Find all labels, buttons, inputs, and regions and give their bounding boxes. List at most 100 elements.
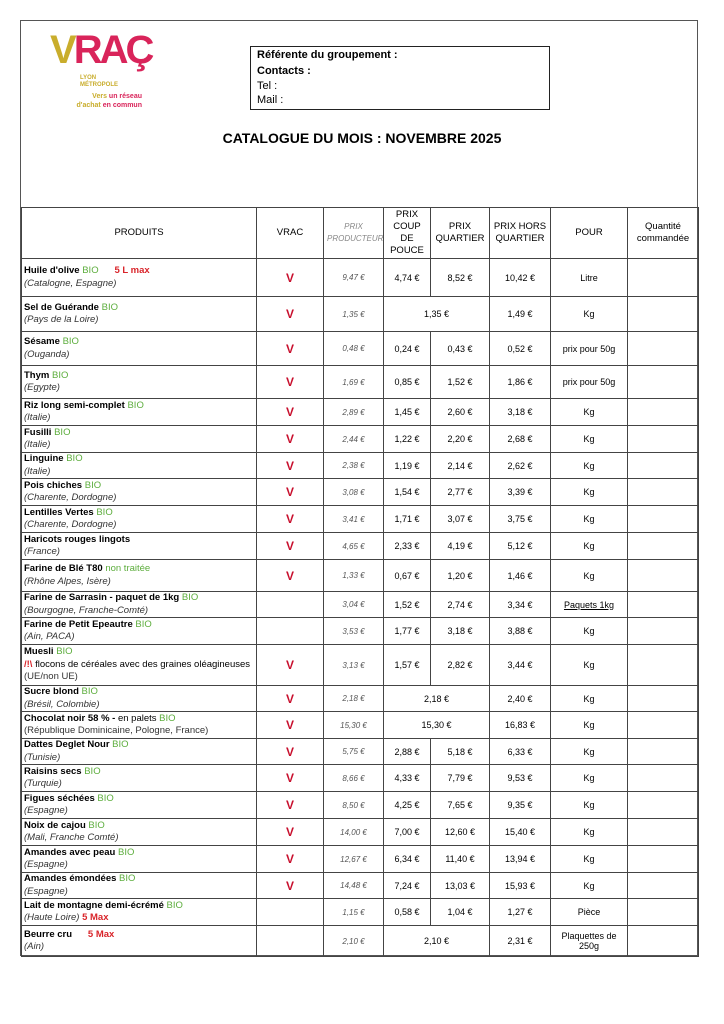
price-producteur: 15,30 €: [323, 711, 384, 739]
product-cell: Huile d'olive BIO 5 L max (Catalogne, Esp…: [21, 258, 257, 297]
price-quartier: 1,04 €: [430, 898, 490, 926]
quantity-input[interactable]: [627, 296, 699, 332]
product-cell: Haricots rouges lingots (France): [21, 532, 257, 560]
vrac-cell: V: [256, 764, 324, 792]
vrac-cell: V: [256, 644, 324, 686]
vrac-cell: V: [256, 818, 324, 846]
vrac-cell: V: [256, 452, 324, 479]
price-producteur: 5,75 €: [323, 738, 384, 765]
price-hors-quartier: 6,33 €: [489, 738, 551, 765]
price-producteur: 9,47 €: [323, 258, 384, 297]
bio-label: BIO: [51, 369, 69, 381]
product-name: Muesli: [24, 646, 54, 658]
unit-cell: Kg: [550, 685, 628, 712]
product-name: Fusilli: [24, 426, 52, 438]
product-name: Lait de montagne demi-écrémé: [24, 899, 164, 911]
table-row: Sucre blond BIO (Brésil, Colombie) V 2,18…: [21, 685, 699, 712]
price-hors-quartier: 3,18 €: [489, 398, 551, 426]
vrac-cell: V: [256, 845, 324, 873]
logo-tag: d'achat: [76, 102, 103, 109]
header-quartier: PRIX QUARTIER: [430, 207, 490, 259]
quantity-input[interactable]: [627, 898, 699, 926]
quantity-input[interactable]: [627, 559, 699, 592]
vrac-mark: V: [285, 825, 294, 839]
product-cell: Farine de Sarrasin - paquet de 1kg BIO (B…: [21, 591, 257, 618]
product-origin: (UE/non UE): [24, 671, 78, 683]
quantity-input[interactable]: [627, 478, 699, 506]
unit-cell: Plaquettes de 250g: [550, 925, 628, 957]
contact-box: Référente du groupement : Contacts : Tel…: [250, 46, 550, 110]
table-row: Pois chiches BIO (Charente, Dordogne) V 3…: [21, 478, 699, 506]
product-origin: (Italie): [24, 465, 51, 477]
quantity-input[interactable]: [627, 764, 699, 792]
quantity-input[interactable]: [627, 398, 699, 426]
quantity-input[interactable]: [627, 591, 699, 618]
price-hors-quartier: 10,42 €: [489, 258, 551, 297]
product-cell: Sucre blond BIO (Brésil, Colombie): [21, 685, 257, 712]
price-producteur: 3,08 €: [323, 478, 384, 506]
table-row: Huile d'olive BIO 5 L max (Catalogne, Esp…: [21, 258, 699, 297]
quantity-input[interactable]: [627, 331, 699, 366]
price-hors-quartier: 1,86 €: [489, 365, 551, 399]
price-coup-de-pouce: 7,00 €: [383, 818, 431, 846]
price-quartier: 12,60 €: [430, 818, 490, 846]
quantity-input[interactable]: [627, 452, 699, 479]
unit-cell: Kg: [550, 818, 628, 846]
product-origin: (Turquie): [24, 778, 62, 789]
quantity-input[interactable]: [627, 425, 699, 453]
header-coup-de-pouce: PRIX COUP DE POUCE: [383, 207, 431, 259]
table-row: Dattes Deglet Nour BIO (Tunisie) V 5,75 €…: [21, 738, 699, 765]
quantity-input[interactable]: [627, 845, 699, 873]
vrac-cell: V: [256, 505, 324, 533]
price-producteur: 4,65 €: [323, 532, 384, 560]
quantity-input[interactable]: [627, 617, 699, 645]
price-hors-quartier: 2,68 €: [489, 425, 551, 453]
unit-cell: Kg: [550, 711, 628, 739]
product-cell: Amandes émondées BIO (Espagne): [21, 872, 257, 899]
quantity-input[interactable]: [627, 791, 699, 819]
vrac-mark: V: [285, 539, 294, 553]
product-cell: Dattes Deglet Nour BIO (Tunisie): [21, 738, 257, 765]
vrac-mark: V: [285, 658, 294, 672]
quantity-input[interactable]: [627, 644, 699, 686]
product-cell: Farine de Petit Epeautre BIO (Ain, PACA): [21, 617, 257, 645]
vrac-cell: V: [256, 365, 324, 399]
price-producteur: 1,15 €: [323, 898, 384, 926]
quantity-input[interactable]: [627, 685, 699, 712]
price-quartier: 3,07 €: [430, 505, 490, 533]
price-producteur: 3,53 €: [323, 617, 384, 645]
table-row: Beurre cru 5 Max (Ain) 2,10 € 2,10 € 2,31…: [21, 925, 699, 957]
price-producteur: 1,69 €: [323, 365, 384, 399]
vrac-mark: V: [285, 771, 294, 785]
unit-cell: Kg: [550, 791, 628, 819]
price-coup-de-pouce: 1,19 €: [383, 452, 431, 479]
quantity-input[interactable]: [627, 532, 699, 560]
price-hors-quartier: 3,44 €: [489, 644, 551, 686]
catalogue-table: PRODUITS VRAC PRIX PRODUCTEUR PRIX COUP …: [21, 207, 699, 957]
vrac-cell: V: [256, 791, 324, 819]
bio-label: BIO: [54, 426, 71, 438]
logo-letters: RAÇ: [73, 28, 155, 72]
tel-label: Tel :: [257, 80, 278, 92]
price-hors-quartier: 2,62 €: [489, 452, 551, 479]
quantity-input[interactable]: [627, 818, 699, 846]
quantity-input[interactable]: [627, 258, 699, 297]
bio-label: BIO: [84, 765, 101, 777]
quantity-input[interactable]: [627, 711, 699, 739]
product-origin: (Bourgogne, Franche-Comté): [24, 604, 149, 616]
price-coup-de-pouce: 0,24 €: [383, 331, 431, 366]
mail-label: Mail :: [257, 94, 284, 106]
quantity-input[interactable]: [627, 872, 699, 899]
quantity-input[interactable]: [627, 505, 699, 533]
product-name: Amandes émondées: [24, 873, 117, 884]
product-name: Dattes Deglet Nour: [24, 739, 110, 750]
vrac-cell: V: [256, 532, 324, 560]
quantity-input[interactable]: [627, 925, 699, 957]
quantity-input[interactable]: [627, 738, 699, 765]
quantity-limit-note: 5 Max: [82, 912, 109, 923]
vrac-mark: V: [285, 341, 294, 356]
price-coup-de-pouce: 1,52 €: [383, 591, 431, 618]
price-producteur: 3,41 €: [323, 505, 384, 533]
price-producteur: 2,38 €: [323, 452, 384, 479]
quantity-input[interactable]: [627, 365, 699, 399]
